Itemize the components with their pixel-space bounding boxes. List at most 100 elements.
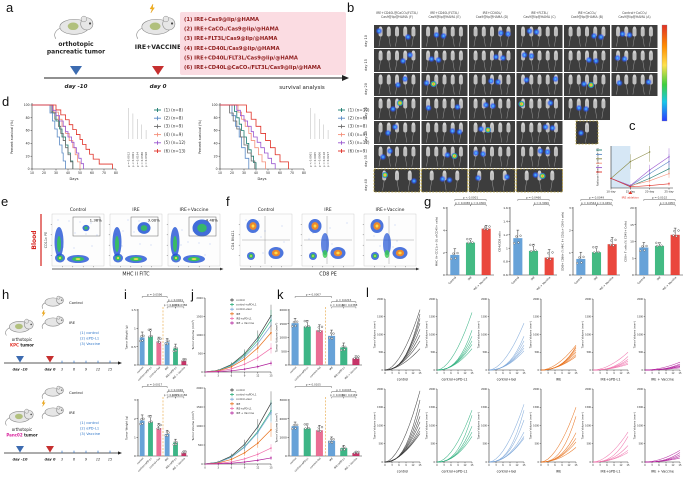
svg-text:25 day: 25 day	[664, 190, 674, 194]
svg-text:3: 3	[134, 398, 136, 402]
svg-text:500: 500	[483, 351, 488, 354]
svg-text:9: 9	[509, 464, 511, 467]
svg-text:p = 0.0466: p = 0.0466	[526, 196, 541, 200]
svg-text:control+αPD-L1: control+αPD-L1	[441, 378, 467, 382]
svg-text:(5) (n=12): (5) (n=12)	[164, 140, 186, 145]
svg-text:p = 0.0006: p = 0.0006	[317, 152, 321, 167]
svg-text:0: 0	[642, 461, 644, 464]
svg-text:day 0: day 0	[150, 84, 167, 90]
svg-text:15: 15	[269, 374, 273, 378]
svg-text:15: 15	[630, 223, 634, 227]
svg-text:Tumor Volume (mm³): Tumor Volume (mm³)	[191, 320, 195, 351]
svg-text:IRE: IRE	[556, 470, 561, 474]
svg-text:12: 12	[620, 464, 623, 467]
panel-label-j: j	[191, 287, 194, 302]
panel-b-bioluminescence: IRE+CD40L@CaCO₃/FLT3L/Cas9@lip@HAMA (F) I…	[364, 11, 668, 193]
svg-text:15: 15	[679, 464, 682, 467]
svg-text:1000: 1000	[481, 424, 487, 427]
svg-text:p < 0.0001: p < 0.0001	[463, 196, 478, 200]
svg-text:9: 9	[405, 464, 407, 467]
svg-text:IRE+Vaccine: IRE+Vaccine	[376, 207, 405, 213]
svg-text:9: 9	[613, 464, 615, 467]
svg-text:control: control	[289, 366, 297, 374]
svg-text:(3) Vaccine: (3) Vaccine	[80, 432, 101, 436]
svg-text:1500: 1500	[637, 406, 643, 409]
svg-text:Cas9@lip@HAMA (E): Cas9@lip@HAMA (E)	[428, 15, 460, 19]
svg-text:IRE+αPD-L1: IRE+αPD-L1	[236, 316, 252, 320]
svg-text:control+αPD-L1: control+αPD-L1	[236, 393, 257, 397]
svg-text:p = 0.0215: p = 0.0215	[336, 298, 351, 302]
svg-text:40: 40	[66, 171, 70, 175]
svg-text:control+Gel: control+Gel	[497, 470, 517, 474]
svg-text:Blood: Blood	[31, 230, 38, 249]
svg-text:12: 12	[256, 466, 260, 470]
svg-text:1000: 1000	[429, 424, 435, 427]
svg-text:IRE: IRE	[69, 410, 76, 415]
svg-text:1000: 1000	[637, 333, 643, 336]
svg-text:Tumor Volume (mm³): Tumor Volume (mm³)	[275, 413, 279, 444]
svg-text:IRE ablation: IRE ablation	[622, 196, 639, 200]
svg-text:IRE: IRE	[165, 457, 170, 462]
svg-text:0: 0	[436, 372, 438, 375]
svg-text:12: 12	[672, 464, 675, 467]
svg-text:2000: 2000	[279, 308, 287, 312]
svg-text:IRE+αPD-L1: IRE+αPD-L1	[601, 378, 621, 382]
svg-text:500: 500	[587, 443, 592, 446]
svg-text:30: 30	[242, 171, 246, 175]
svg-text:10: 10	[218, 171, 222, 175]
svg-text:IRE: IRE	[467, 275, 473, 281]
svg-text:0: 0	[488, 464, 490, 467]
svg-text:0: 0	[632, 273, 634, 277]
svg-text:IRE: IRE	[236, 402, 241, 406]
panel-label-b: b	[347, 0, 355, 15]
svg-text:6: 6	[658, 372, 660, 375]
svg-text:p = 0.0544: p = 0.0544	[581, 201, 596, 205]
svg-text:Panc02 tumor: Panc02 tumor	[6, 433, 37, 438]
svg-text:p = 0.0065: p = 0.0065	[455, 201, 470, 205]
svg-text:p = 0.0194: p = 0.0194	[135, 152, 139, 167]
svg-text:CD11c PE: CD11c PE	[44, 232, 48, 248]
svg-text:1500: 1500	[533, 316, 539, 319]
svg-text:0: 0	[538, 461, 540, 464]
svg-text:2: 2	[569, 228, 571, 232]
svg-text:Tumor Weight (g): Tumor Weight (g)	[125, 325, 129, 350]
svg-text:0: 0	[384, 464, 386, 467]
svg-text:orthotopic: orthotopic	[58, 41, 94, 48]
svg-text:Tumor Volume (mm³): Tumor Volume (mm³)	[580, 321, 584, 348]
svg-text:500: 500	[198, 443, 203, 447]
svg-text:MHC II+ CD11c+ (% of CD45+ cel: MHC II+ CD11c+ (% of CD45+ cells)	[435, 217, 439, 266]
svg-text:0: 0	[384, 372, 386, 375]
svg-text:1500: 1500	[196, 405, 203, 409]
svg-text:0: 0	[204, 374, 206, 378]
svg-text:(1) IRE+Cas9@lip/@HAMA: (1) IRE+Cas9@lip/@HAMA	[184, 17, 259, 23]
svg-text:9: 9	[561, 464, 563, 467]
svg-text:3: 3	[443, 372, 445, 375]
svg-text:day 20: day 20	[364, 83, 368, 95]
svg-text:(3) (n=9): (3) (n=9)	[164, 124, 183, 129]
svg-text:p = 0.0297: p = 0.0297	[326, 152, 330, 167]
svg-text:0: 0	[134, 454, 136, 458]
svg-text:3.00%: 3.00%	[148, 218, 161, 223]
svg-text:control+Gel: control+Gel	[309, 457, 321, 469]
svg-text:1000: 1000	[429, 333, 435, 336]
svg-text:0: 0	[204, 466, 206, 470]
svg-text:p = 0.0017: p = 0.0017	[147, 383, 162, 387]
chart-d1: 0 20 40 60 80 100 10 20 30 40 50 60 70 80 Days Percent …	[10, 103, 186, 181]
svg-text:(3) IRE+FLT3L/Cas9@lip/@HAMA: (3) IRE+FLT3L/Cas9@lip/@HAMA	[184, 36, 277, 42]
svg-text:day 0: day 0	[45, 368, 56, 372]
svg-text:9: 9	[244, 466, 246, 470]
svg-text:day -10: day -10	[13, 458, 28, 462]
svg-text:0: 0	[644, 464, 646, 467]
svg-text:Control: Control	[636, 275, 646, 285]
svg-text:0: 0	[201, 370, 203, 374]
svg-text:50: 50	[78, 171, 82, 175]
svg-text:IRE: IRE	[69, 320, 76, 325]
svg-text:IRE+αPD-L1: IRE+αPD-L1	[236, 406, 252, 410]
svg-text:(6) (n=9): (6) (n=9)	[348, 148, 367, 153]
